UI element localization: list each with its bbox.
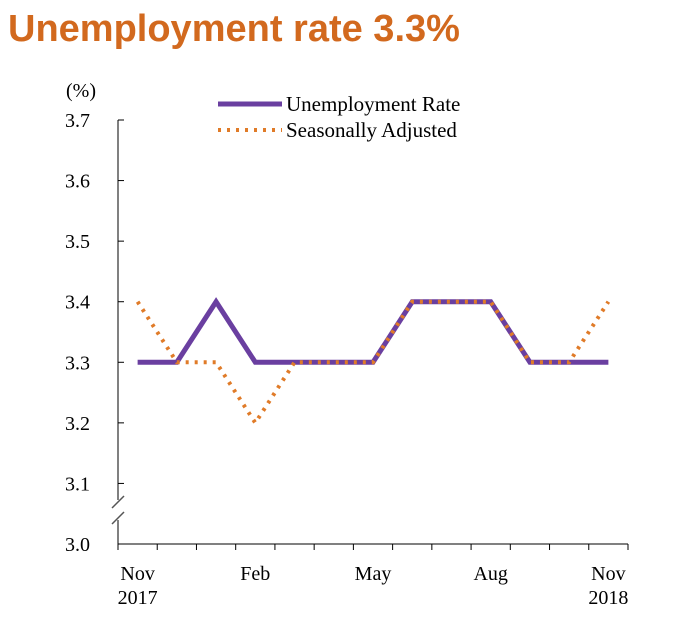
y-tick-label: 3.2: [65, 413, 90, 435]
y-tick-label: 3.1: [65, 473, 90, 495]
y-tick-label: 3.6: [65, 171, 90, 193]
x-tick-label: Nov: [120, 563, 154, 585]
axis-break-mark: [111, 511, 125, 525]
x-tick-label: 2018: [588, 587, 628, 609]
chart-series: [135, 297, 611, 427]
y-tick-label: 3.7: [65, 110, 90, 132]
x-tick-label: Aug: [473, 563, 507, 585]
y-tick-label: 3.0: [65, 534, 90, 556]
series-line-seasonally-adjusted: [135, 299, 611, 427]
unit-label: (%): [66, 80, 96, 102]
x-tick-label: Feb: [240, 563, 270, 585]
series-line-unemployment-rate: [137, 297, 609, 365]
y-tick-label: 3.3: [65, 352, 90, 374]
axis-break-mark: [111, 495, 125, 509]
y-tick-label: 3.5: [65, 231, 90, 253]
y-tick-label: 3.4: [65, 292, 90, 314]
legend-label: Unemployment Rate: [286, 92, 460, 116]
page-title: Unemployment rate 3.3%: [8, 8, 460, 50]
x-tick-label: 2017: [118, 587, 158, 609]
legend-label: Seasonally Adjusted: [286, 118, 457, 142]
x-tick-label: Nov: [591, 563, 625, 585]
x-tick-label: May: [355, 563, 392, 585]
